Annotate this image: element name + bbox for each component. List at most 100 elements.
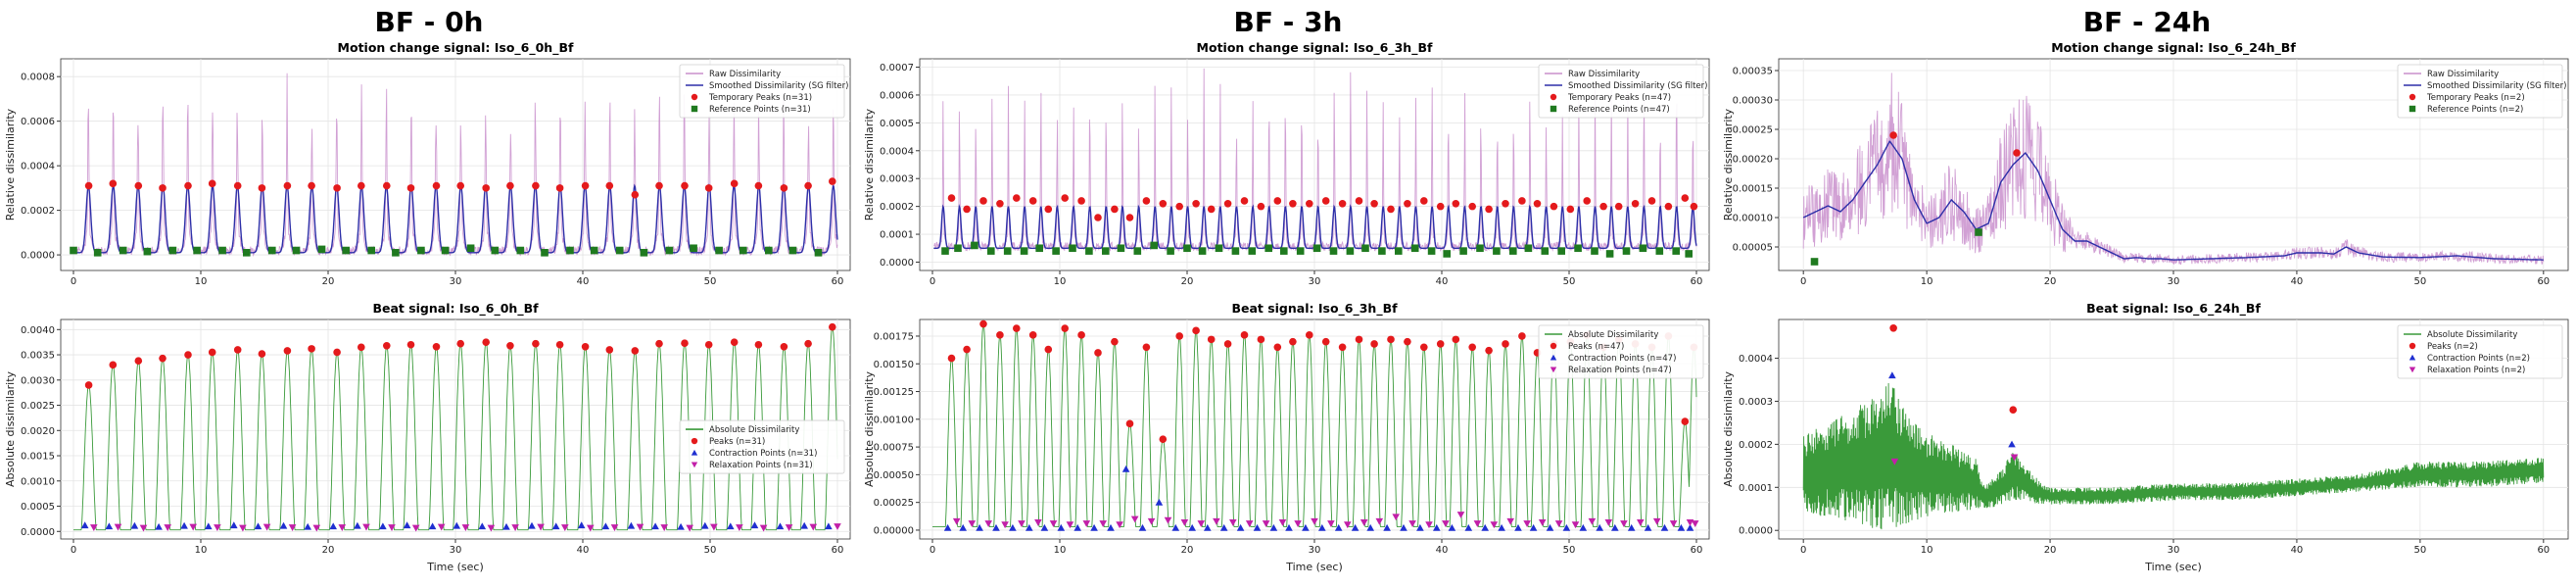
data-point xyxy=(655,181,663,190)
data-point xyxy=(1142,343,1151,352)
data-point xyxy=(90,524,98,531)
legend-swatch xyxy=(1550,354,1557,361)
data-point xyxy=(205,522,213,530)
data-point xyxy=(1117,244,1125,253)
data-point xyxy=(1427,247,1436,255)
data-point xyxy=(1490,521,1499,529)
data-point xyxy=(1285,523,1293,531)
data-point xyxy=(1102,247,1110,255)
data-point xyxy=(1192,326,1200,335)
x-tick-label: 60 xyxy=(832,545,844,556)
data-point xyxy=(333,348,341,357)
series-triangle-down xyxy=(1890,454,2019,466)
y-tick-label: 0.00010 xyxy=(1733,214,1773,224)
data-point xyxy=(759,524,768,532)
data-point xyxy=(1236,523,1245,531)
legend: Raw Dissimilarity Smoothed Dissimilarity … xyxy=(2397,64,2566,119)
data-point xyxy=(1442,520,1450,527)
y-tick-label: 0.00015 xyxy=(1733,184,1773,195)
data-point xyxy=(329,522,337,530)
legend-label: Absolute Dissimilarity xyxy=(709,425,799,435)
data-point xyxy=(587,524,595,532)
data-point xyxy=(288,524,297,531)
x-tick-label: 30 xyxy=(1309,545,1321,556)
data-point xyxy=(1245,520,1254,527)
data-point xyxy=(1436,340,1445,348)
legend-label: Absolute Dissimilarity xyxy=(2427,330,2517,340)
data-point xyxy=(506,341,514,350)
data-point xyxy=(304,522,311,530)
data-point xyxy=(1425,521,1433,529)
beat-chart-0h: Beat signal: Iso_6_0h_Bf 0 10 20 30 40 50 60 0.0… xyxy=(4,301,851,573)
data-point xyxy=(208,348,216,357)
data-point xyxy=(1509,247,1517,255)
data-point xyxy=(461,524,470,531)
y-tick-label: 0.0006 xyxy=(21,117,55,127)
data-point xyxy=(1329,247,1338,255)
legend-label: Peaks (n=31) xyxy=(709,437,765,447)
data-point xyxy=(233,346,242,354)
legend-label: Raw Dissimilarity xyxy=(1568,70,1640,79)
data-point xyxy=(1448,523,1456,531)
legend-swatch xyxy=(1550,105,1557,113)
chart-title: Beat signal: Iso_6_24h_Bf xyxy=(2086,301,2261,317)
data-point xyxy=(143,247,152,256)
data-point xyxy=(677,522,685,530)
x-tick-label: 10 xyxy=(1054,545,1067,556)
legend: Absolute Dissimilarity Peaks (n=2) Contrac… xyxy=(2397,324,2563,379)
data-point xyxy=(84,381,93,389)
data-point xyxy=(109,179,118,188)
legend-label: Relaxation Points (n=47) xyxy=(1568,366,1672,375)
data-point xyxy=(1116,521,1123,529)
column-24h: BF - 24h Motion change signal: Iso_6_24h… xyxy=(1718,0,2576,588)
y-tick-label: 0.0000 xyxy=(21,251,55,262)
legend-swatch xyxy=(691,93,698,101)
legend-label: Temporary Peaks (n=47) xyxy=(1567,93,1671,103)
x-tick-label: 30 xyxy=(1309,276,1321,287)
x-tick-label: 40 xyxy=(1436,276,1449,287)
data-point xyxy=(954,244,962,253)
data-point xyxy=(1605,250,1614,258)
data-point xyxy=(164,524,171,531)
data-point xyxy=(1028,197,1037,205)
x-tick-label: 30 xyxy=(450,545,462,556)
data-point xyxy=(1410,244,1419,253)
data-point xyxy=(959,523,967,531)
data-point xyxy=(1360,518,1368,526)
data-point xyxy=(1175,332,1183,340)
data-point xyxy=(1338,199,1347,208)
data-point xyxy=(367,246,375,255)
data-point xyxy=(1018,520,1026,527)
data-point xyxy=(704,184,713,192)
legend-label: Smoothed Dissimilarity (SG filter) xyxy=(2427,81,2566,91)
data-point xyxy=(681,339,689,348)
x-tick-label: 30 xyxy=(450,276,462,287)
data-point xyxy=(1130,515,1139,523)
data-point xyxy=(184,181,192,190)
data-point xyxy=(1155,498,1164,506)
data-point xyxy=(780,343,788,351)
data-point xyxy=(1262,520,1270,527)
data-point xyxy=(1400,523,1407,531)
data-point xyxy=(1383,523,1391,531)
data-point xyxy=(1159,199,1168,208)
data-point xyxy=(976,523,983,531)
column-title: BF - 0h xyxy=(374,6,484,38)
data-point xyxy=(411,524,420,532)
data-point xyxy=(482,338,491,346)
legend-label: Contraction Points (n=31) xyxy=(709,449,817,459)
data-point xyxy=(1013,324,1021,332)
data-point xyxy=(1192,199,1200,208)
data-point xyxy=(1685,250,1693,258)
x-tick-label: 40 xyxy=(1436,545,1449,556)
legend-swatch xyxy=(1550,93,1557,101)
data-point xyxy=(432,343,441,351)
data-point xyxy=(1459,247,1467,255)
data-point xyxy=(1566,205,1575,214)
data-point xyxy=(785,524,793,531)
data-point xyxy=(155,522,163,530)
y-tick-label: 0.0025 xyxy=(21,401,55,412)
y-tick-label: 0.0035 xyxy=(21,351,55,362)
data-point xyxy=(1094,214,1102,221)
data-point xyxy=(996,331,1004,339)
